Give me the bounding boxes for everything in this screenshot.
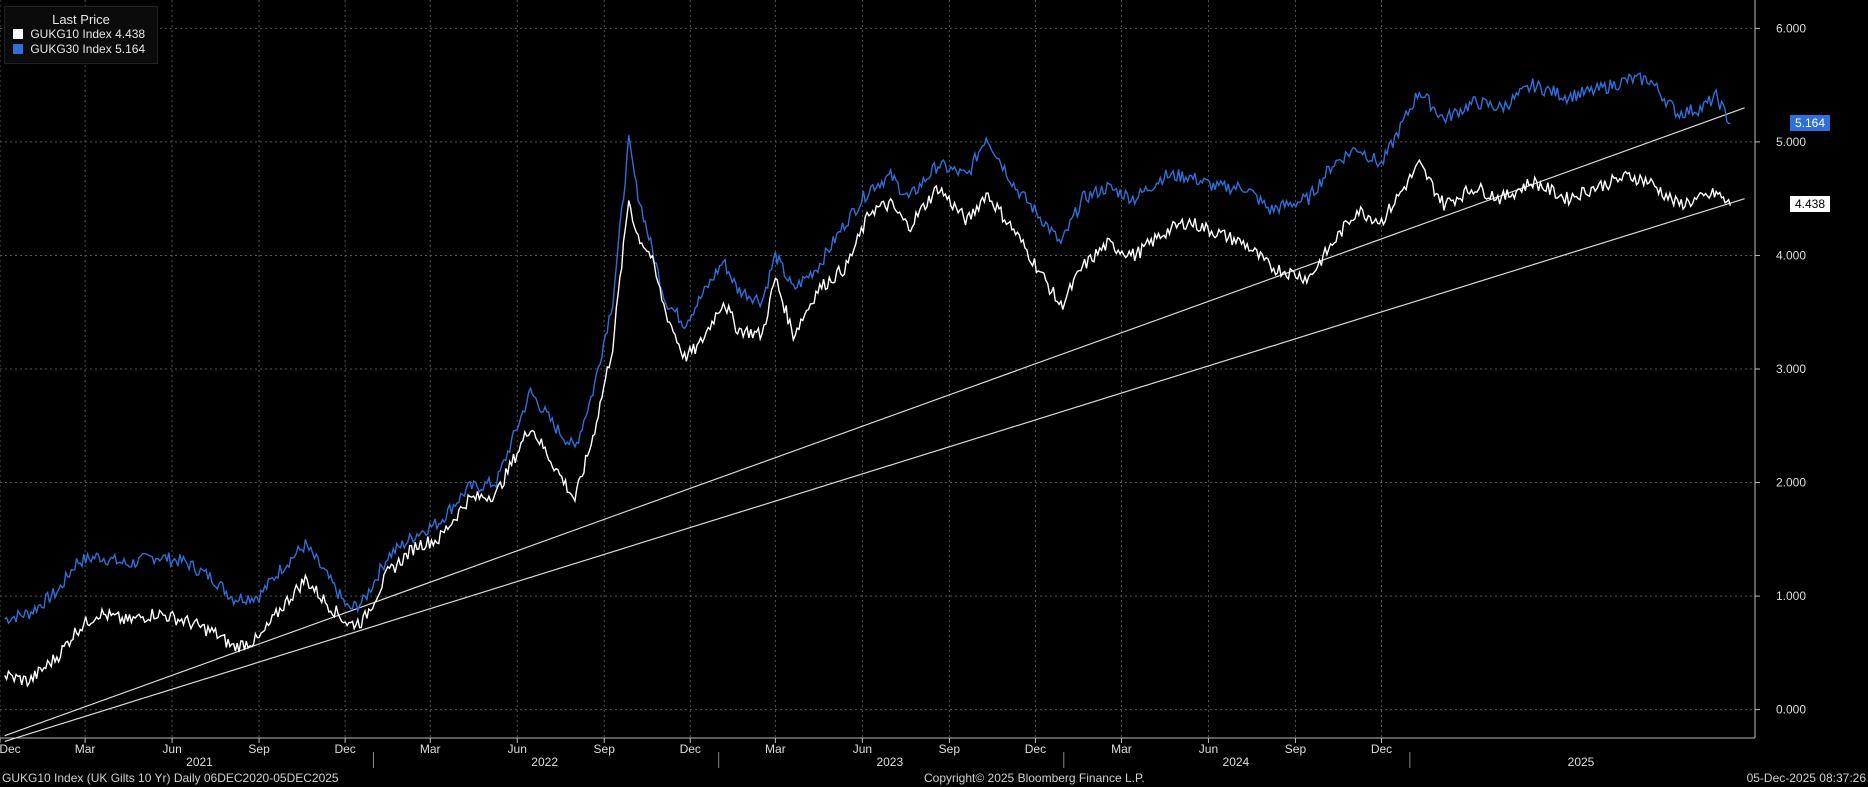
x-tick-label: Dec [0,742,21,756]
y-tick-label: 1.000 [1776,589,1806,603]
series-line-gukg10 [4,158,1732,688]
last-price-tag-gukg10: 4.438 [1790,196,1831,212]
x-year-label: 2025 [1568,755,1595,769]
footer-left: GUKG10 Index (UK Gilts 10 Yr) Daily 06DE… [2,771,339,785]
x-tick-label: Sep [594,742,616,756]
x-tick-label: Sep [248,742,270,756]
y-tick-label: 0.000 [1776,703,1806,717]
x-tick-label: Jun [853,742,872,756]
trendlines [4,107,1745,742]
legend-label-gukg30: GUKG30 Index [30,42,112,56]
y-tick-label: 6.000 [1776,21,1806,35]
x-year-label: 2024 [1223,755,1250,769]
x-tick-label: Mar [765,742,786,756]
x-tick-label: Dec [680,742,701,756]
legend-swatch-gukg10 [13,29,23,39]
series-lines [4,72,1732,688]
x-axis: Dec Mar Jun Sep Dec Mar Jun Sep Dec Mar Jun Sep Dec M… [0,738,1595,769]
legend-title: Last Price [52,12,110,27]
x-tick-label: Jun [162,742,181,756]
trendline-2 [4,107,1745,737]
legend-item-gukg10: GUKG10 Index 4.438 [13,27,157,42]
x-tick-label: Sep [939,742,961,756]
legend-value-gukg10: 4.438 [115,27,146,41]
trendline-1 [4,198,1745,742]
legend-swatch-gukg30 [13,44,23,54]
grid-lines [0,0,1756,739]
x-tick-label: Sep [1285,742,1307,756]
x-tick-label: Dec [1371,742,1392,756]
legend-item-gukg30: GUKG30 Index 5.164 [13,42,157,57]
x-year-label: 2022 [531,755,558,769]
x-tick-label: Dec [334,742,355,756]
series-line-gukg30 [4,72,1731,625]
legend-label-gukg10: GUKG10 Index [30,27,112,41]
x-tick-label: Mar [75,742,96,756]
x-tick-label: Mar [420,742,441,756]
y-tick-label: 3.000 [1776,362,1806,376]
legend-value-gukg30: 5.164 [115,42,146,56]
footer-center: Copyright© 2025 Bloomberg Finance L.P. [924,771,1145,785]
y-axis: 0.000 1.000 2.000 3.000 4.000 5.000 6.000 [1755,21,1806,717]
x-tick-label: Dec [1025,742,1046,756]
x-year-label: 2021 [186,755,213,769]
x-tick-label: Mar [1111,742,1132,756]
x-year-label: 2023 [876,755,903,769]
y-tick-label: 4.000 [1776,248,1806,262]
footer-right: 05-Dec-2025 08:37:26 [1746,771,1866,785]
legend: Last Price GUKG10 Index 4.438 GUKG30 Ind… [4,6,158,64]
last-price-tag-gukg30: 5.164 [1790,115,1831,131]
x-tick-label: Jun [1199,742,1218,756]
y-tick-label: 5.000 [1776,135,1806,149]
y-tick-label: 2.000 [1776,476,1806,490]
x-tick-label: Jun [508,742,527,756]
